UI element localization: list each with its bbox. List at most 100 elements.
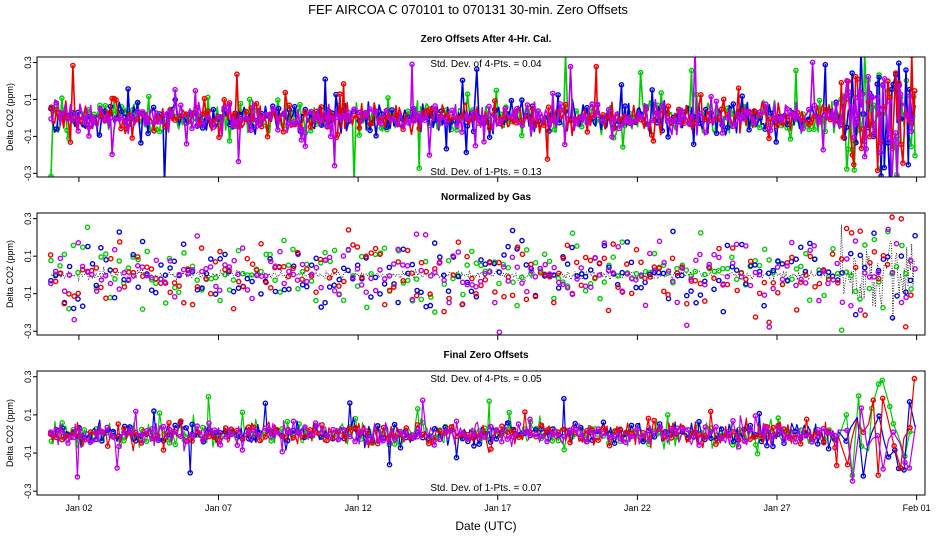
data-point <box>409 296 416 303</box>
series-line-4 <box>50 399 917 482</box>
data-point <box>377 267 383 273</box>
data-point <box>589 429 596 436</box>
data-point <box>459 279 466 286</box>
data-point <box>861 153 868 160</box>
series-markers-1 <box>48 224 914 334</box>
data-point <box>198 245 205 251</box>
data-point <box>250 434 257 441</box>
data-point <box>793 282 799 289</box>
data-point <box>104 424 110 431</box>
data-point <box>96 132 103 138</box>
data-point <box>866 274 873 280</box>
data-point <box>296 431 303 437</box>
data-point <box>832 432 838 439</box>
data-point <box>112 267 119 274</box>
data-point <box>207 290 214 297</box>
data-point <box>473 283 479 290</box>
data-point <box>593 63 600 70</box>
data-point <box>875 472 882 479</box>
data-point <box>588 284 594 291</box>
data-point <box>545 104 552 110</box>
data-point <box>648 132 655 138</box>
data-point <box>578 433 584 440</box>
data-point <box>830 276 837 283</box>
data-point <box>70 242 77 249</box>
data-point <box>555 431 562 438</box>
data-point <box>298 137 305 143</box>
data-point <box>761 246 768 253</box>
data-point <box>302 433 308 440</box>
data-point <box>331 287 338 294</box>
data-point <box>213 283 219 290</box>
data-point <box>775 415 782 421</box>
data-point <box>854 120 861 127</box>
data-point <box>284 418 291 425</box>
data-point <box>735 443 742 450</box>
data-point <box>787 136 794 142</box>
data-point <box>226 264 233 270</box>
data-point <box>102 102 109 109</box>
data-point <box>574 276 580 282</box>
data-point <box>532 293 539 300</box>
data-point <box>194 233 200 239</box>
data-point <box>414 422 421 428</box>
data-point <box>180 299 187 306</box>
data-point <box>116 443 122 450</box>
data-point <box>693 257 699 264</box>
data-point <box>290 271 297 278</box>
data-point <box>313 289 319 296</box>
data-point <box>121 276 127 283</box>
data-point <box>879 377 886 384</box>
data-point <box>67 139 74 145</box>
data-point <box>844 461 851 468</box>
data-point <box>150 104 157 111</box>
data-point <box>464 262 471 268</box>
data-point <box>397 444 404 451</box>
data-point <box>162 124 168 130</box>
x-tick-label: Jan 07 <box>205 503 232 513</box>
data-point <box>469 275 475 282</box>
data-point <box>230 288 237 295</box>
data-point <box>684 300 690 307</box>
data-point <box>418 267 425 274</box>
data-point <box>354 266 361 272</box>
data-point <box>354 244 361 250</box>
data-point <box>532 273 539 280</box>
data-point <box>814 441 821 447</box>
data-point <box>509 254 516 261</box>
data-point <box>234 442 241 449</box>
data-point <box>730 417 736 424</box>
data-point <box>628 430 635 437</box>
data-point <box>275 97 281 103</box>
data-point <box>455 239 462 245</box>
data-point <box>151 119 157 126</box>
data-point <box>59 110 65 117</box>
data-point <box>660 262 667 269</box>
data-point <box>331 247 338 254</box>
data-point <box>634 426 640 432</box>
data-point <box>181 250 187 256</box>
data-point <box>372 287 379 294</box>
data-point <box>907 424 913 431</box>
data-point <box>180 266 187 273</box>
data-point <box>702 278 708 285</box>
series-markers-4 <box>48 59 915 177</box>
data-point <box>895 205 899 209</box>
data-point <box>881 338 885 342</box>
data-point <box>892 130 899 136</box>
data-point <box>155 437 161 443</box>
data-point <box>839 299 846 306</box>
data-point <box>870 130 877 137</box>
data-point <box>637 113 644 120</box>
data-point <box>364 428 370 435</box>
data-point <box>713 441 719 448</box>
data-point <box>496 329 503 335</box>
data-point <box>606 106 612 113</box>
data-point <box>228 431 235 438</box>
data-point <box>114 465 120 471</box>
panel-normalized-by-gas: Normalized by Gas Delta CO2 (ppm) -0.3-0… <box>5 192 926 342</box>
data-point <box>205 108 211 114</box>
x-axis-ticks: Jan 02 Jan 07 Jan 12 Jan 17 Jan 22 Jan 27 Feb … <box>65 495 931 513</box>
data-point <box>125 86 131 92</box>
data-point <box>432 269 438 276</box>
